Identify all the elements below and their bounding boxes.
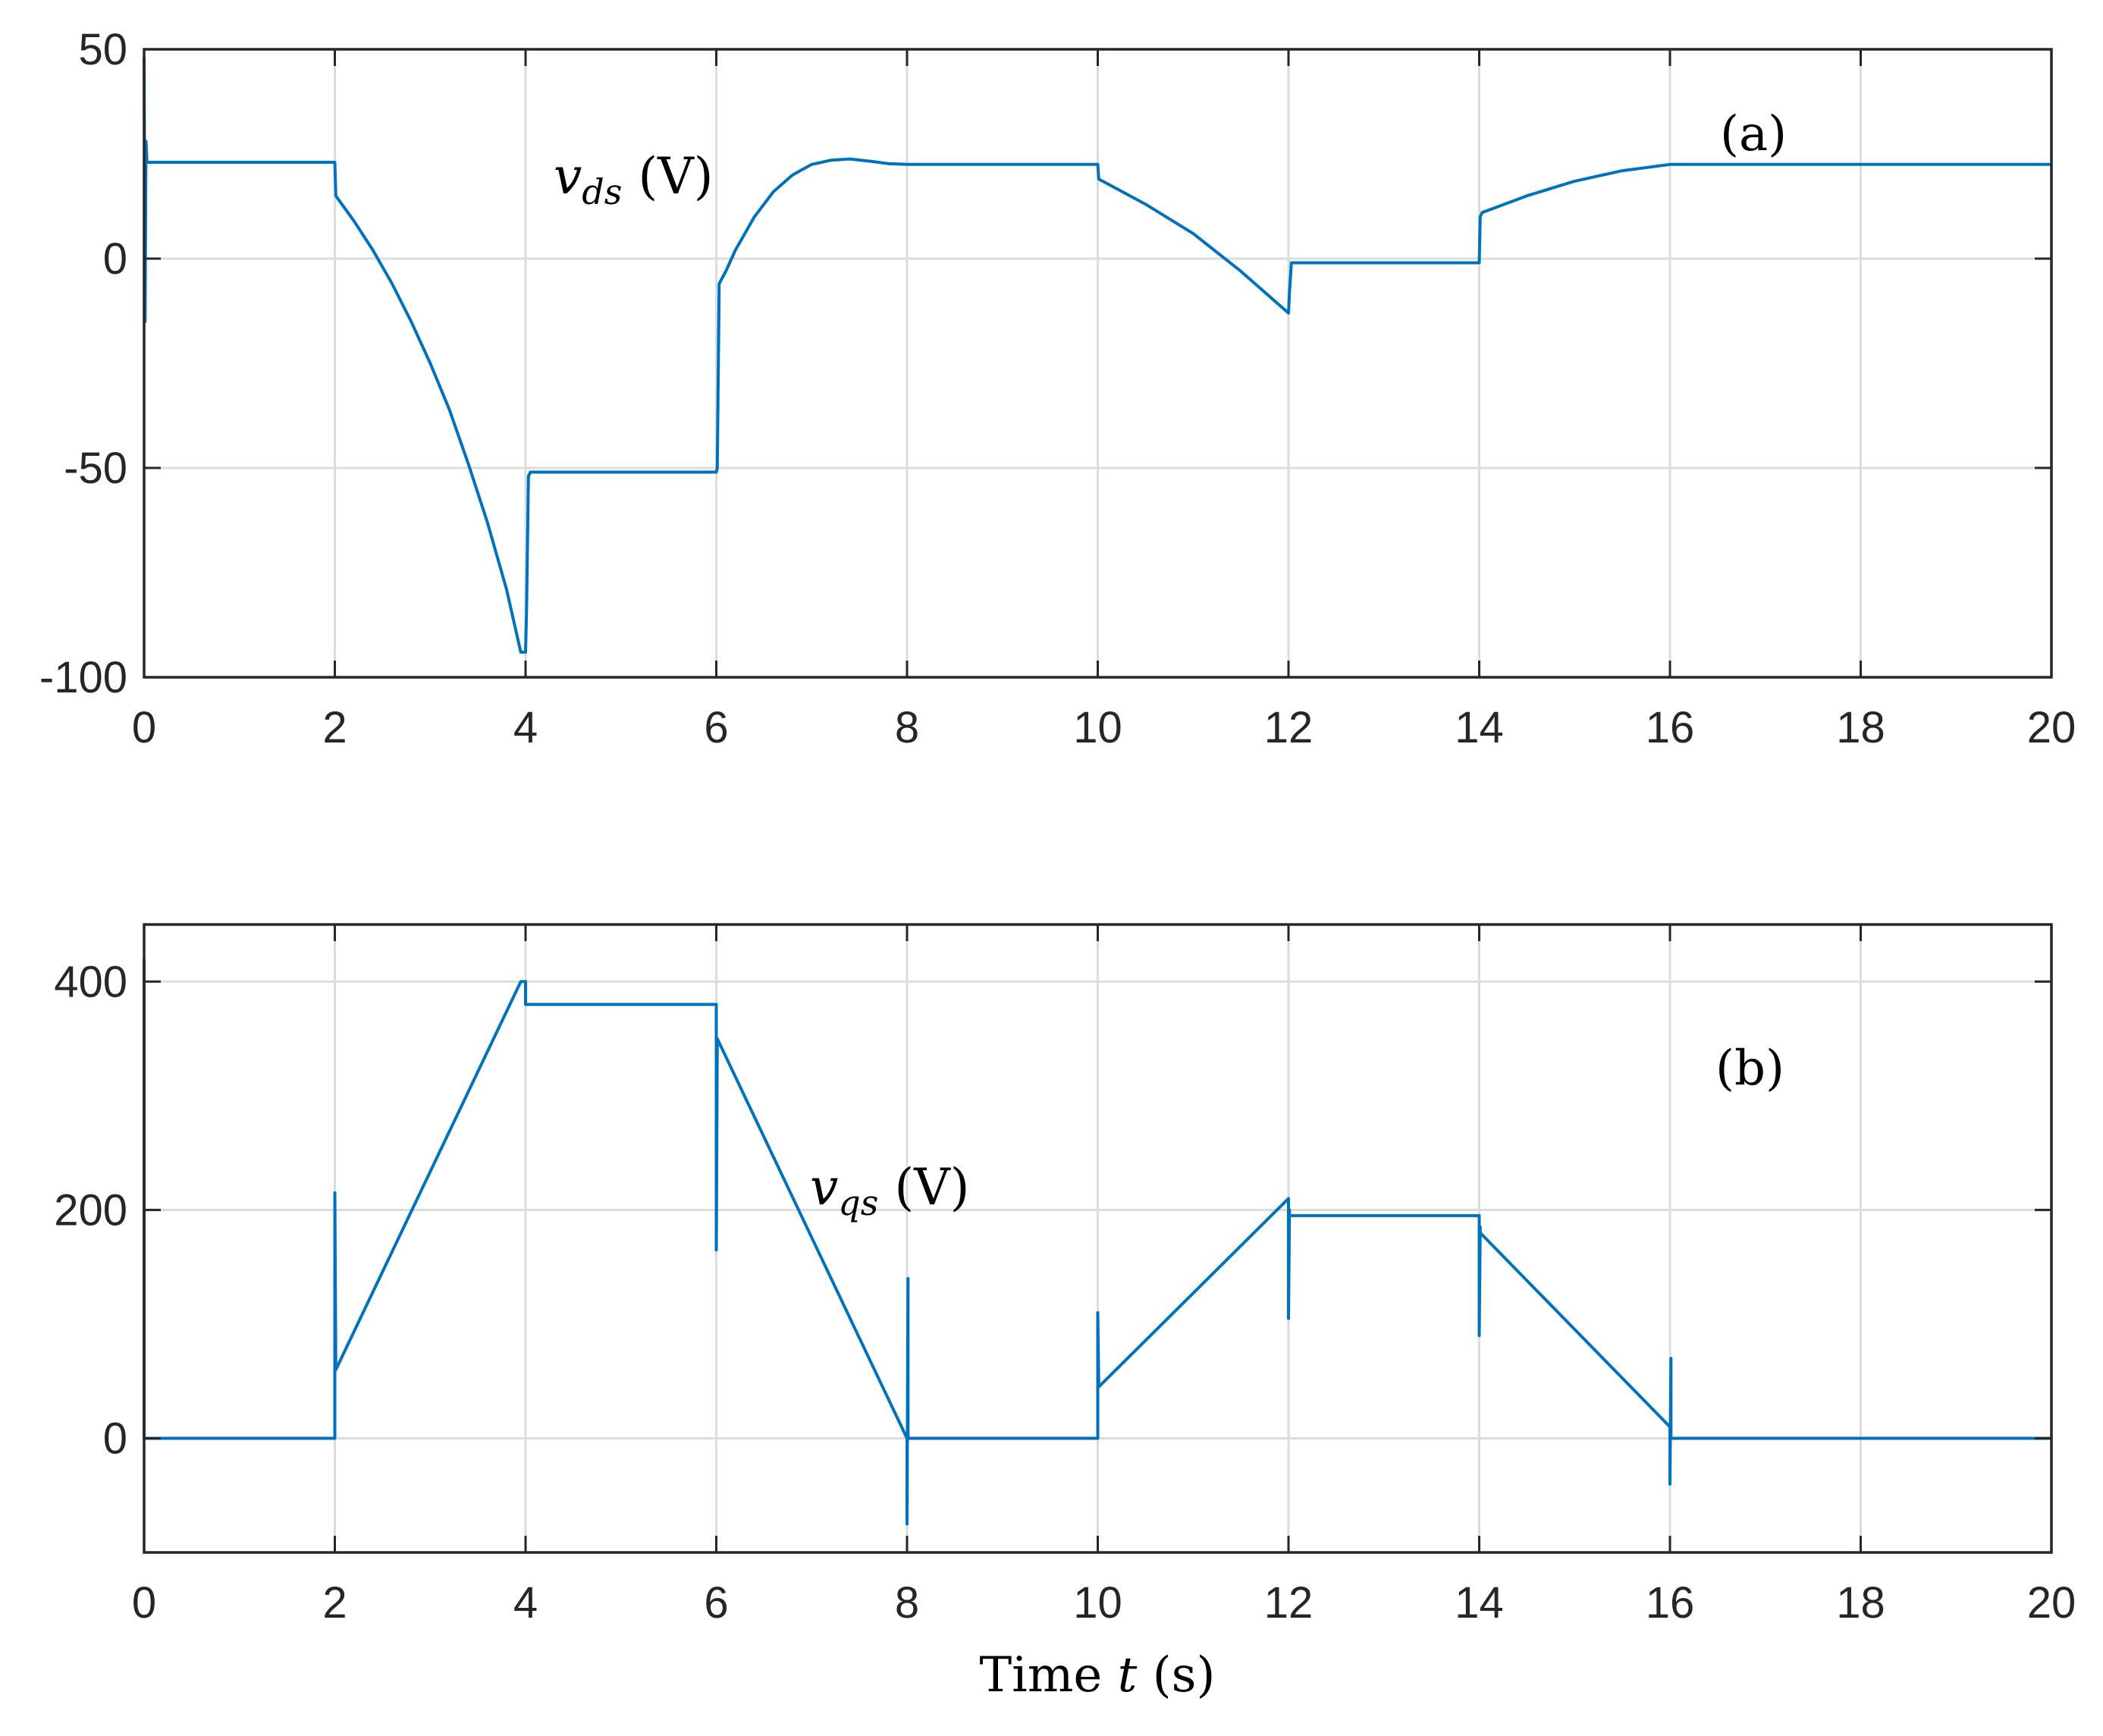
- y-tick-label: 0: [103, 1414, 127, 1463]
- panel-label: (b): [1715, 1041, 1784, 1097]
- x-axis-label: Time t (s): [980, 1647, 1216, 1703]
- x-tick-label: 10: [1073, 703, 1122, 752]
- series-line: [143, 57, 2051, 654]
- y-tick-label: 200: [54, 1185, 127, 1235]
- x-tick-label: 20: [2027, 703, 2076, 752]
- x-tick-label: 8: [895, 703, 919, 752]
- x-tick-label: 6: [704, 1578, 728, 1628]
- x-tick-label: 12: [1264, 1578, 1314, 1628]
- y-tick-label: -100: [39, 653, 127, 702]
- x-tick-label: 6: [704, 703, 728, 752]
- x-tick-label: 18: [1836, 1578, 1885, 1628]
- y-tick-label: 50: [78, 25, 127, 74]
- panel-a: 0 2 4 6 8 10 12 14 16 18 20 -100 -50 0 50 vds (V) (a): [39, 25, 2076, 752]
- x-tick-label: 4: [513, 703, 538, 752]
- x-tick-label: 16: [1646, 703, 1695, 752]
- series-line: [143, 959, 2051, 1526]
- y-tick-label: 0: [103, 234, 127, 284]
- y-tick-label: -50: [64, 444, 127, 493]
- x-tick-label: 14: [1455, 1578, 1504, 1628]
- x-tick-label: 8: [895, 1578, 919, 1628]
- x-tick-label: 0: [132, 703, 156, 752]
- x-tick-label: 0: [132, 1578, 156, 1628]
- x-tick-label: 2: [322, 703, 347, 752]
- x-tick-label: 14: [1455, 703, 1504, 752]
- x-tick-label: 18: [1836, 703, 1885, 752]
- x-tick-label: 20: [2027, 1578, 2076, 1628]
- y-tick-label: 400: [54, 957, 127, 1006]
- x-tick-label: 12: [1264, 703, 1314, 752]
- x-tick-label: 4: [513, 1578, 538, 1628]
- x-tick-label: 2: [322, 1578, 347, 1628]
- series-annotation: vds (V): [554, 147, 714, 212]
- x-tick-label: 16: [1646, 1578, 1695, 1628]
- x-tick-label: 10: [1073, 1578, 1122, 1628]
- panel-label: (a): [1720, 106, 1787, 162]
- series-annotation: vqs (V): [810, 1158, 970, 1223]
